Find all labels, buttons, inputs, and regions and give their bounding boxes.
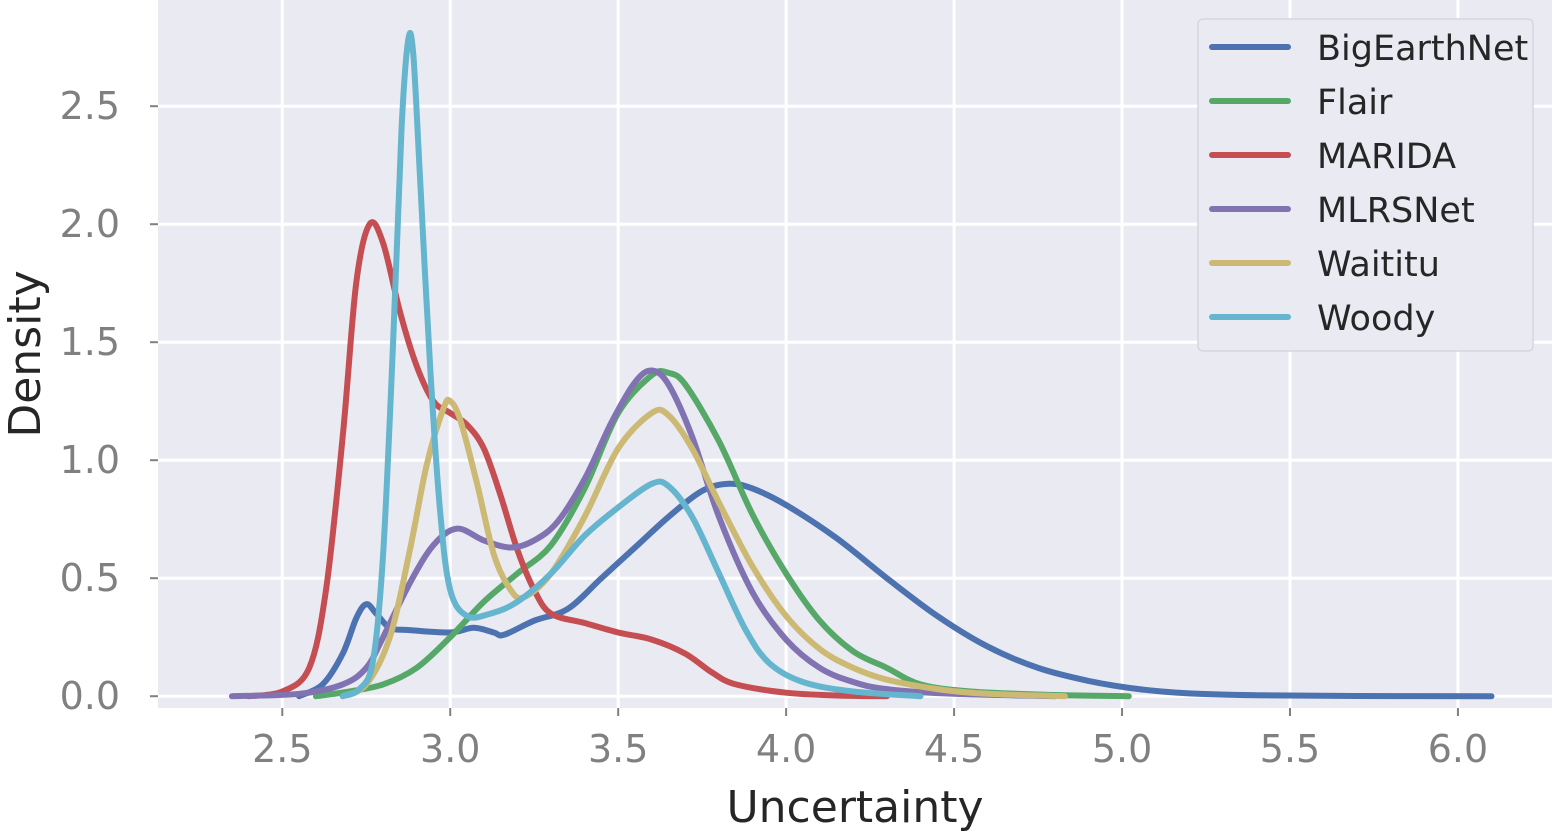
x-tick-label: 6.0 [1428,727,1488,771]
series-line-flair [312,367,1132,700]
legend-label-bigearthnet: BigEarthNet [1317,29,1528,69]
x-tick-label: 2.5 [252,727,312,771]
y-tick-label: 0.5 [60,556,120,600]
series-line-marida [245,219,890,700]
y-tick-label: 2.5 [60,84,120,128]
legend-label-marida: MARIDA [1317,137,1456,177]
density-curves [228,30,1495,700]
axis-ticks: 2.5 3.0 3.5 4.0 4.5 5.0 5.5 6.0 0.0 0.5 1.0 1.5 2.0 2… [60,84,1489,771]
series-line-mlrsnet [228,367,1058,700]
x-tick-label: 4.0 [756,727,816,771]
y-tick-label: 0.0 [60,674,120,718]
x-tick-label: 5.5 [1260,727,1320,771]
legend-label-flair: Flair [1317,83,1393,123]
legend: BigEarthNet Flair MARIDA MLRSNet Waititu Wood… [1197,18,1534,352]
x-tick-label: 5.0 [1092,727,1152,771]
x-axis-label: Uncertainty [726,782,983,833]
y-tick-label: 1.0 [60,438,120,482]
y-axis-label: Density [0,270,51,437]
series-line-waititu [339,396,1068,700]
legend-label-mlrsnet: MLRSNet [1317,191,1475,231]
y-tick-label: 2.0 [60,202,120,246]
x-tick-label: 3.0 [420,727,480,771]
legend-label-waititu: Waititu [1317,245,1440,285]
x-tick-label: 3.5 [588,727,648,771]
series-line-woody [339,30,924,700]
y-tick-label: 1.5 [60,320,120,364]
legend-label-woody: Woody [1317,299,1435,339]
x-tick-label: 4.5 [924,727,984,771]
